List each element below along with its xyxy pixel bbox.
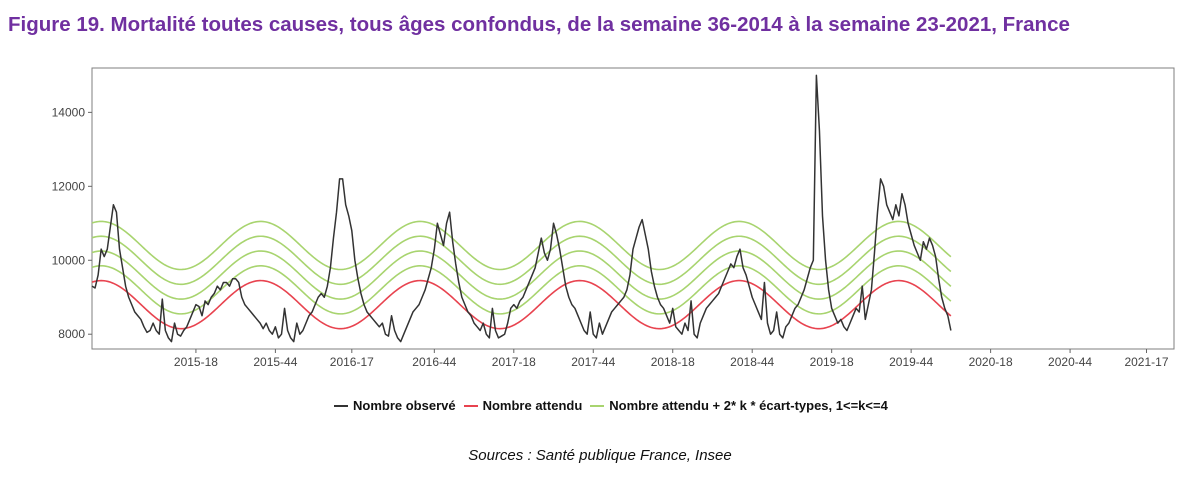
legend-swatch-observed: [334, 404, 348, 407]
threshold-line-k1: [91, 265, 952, 315]
legend-swatch-thresholds: [590, 404, 605, 407]
x-tick-label: 2019-18: [810, 355, 854, 369]
y-tick-label: 10000: [52, 253, 86, 267]
x-tick-label: 2016-17: [330, 355, 374, 369]
y-tick-label: 12000: [52, 179, 86, 193]
legend-label-thresholds: Nombre attendu + 2* k * écart-types, 1<=…: [609, 398, 888, 413]
legend-label-observed: Nombre observé: [353, 398, 456, 413]
x-tick-label: 2020-18: [969, 355, 1013, 369]
observed-line: [91, 74, 952, 343]
x-tick-label: 2019-44: [889, 355, 933, 369]
sources-note: Sources : Santé publique France, Insee: [468, 447, 732, 464]
x-tick-label: 2015-44: [253, 355, 297, 369]
legend-item-thresholds: Nombre attendu + 2* k * écart-types, 1<=…: [590, 398, 888, 413]
x-tick-label: 2020-44: [1048, 355, 1092, 369]
x-tick-label: 2018-18: [651, 355, 695, 369]
legend-item-observed: Nombre observé: [334, 398, 456, 413]
figure-title: Figure 19. Mortalité toutes causes, tous…: [8, 13, 1070, 36]
x-tick-label: 2018-44: [730, 355, 774, 369]
plot-panel: [91, 67, 1175, 350]
x-tick-label: 2016-44: [412, 355, 456, 369]
legend-swatch-expected: [463, 404, 478, 407]
legend-item-expected: Nombre attendu: [463, 398, 583, 413]
expected-series-line: [91, 279, 952, 330]
threshold-line-k4: [91, 220, 952, 271]
threshold-line-k3: [91, 235, 952, 286]
x-tick-label: 2017-44: [571, 355, 615, 369]
legend-label-expected: Nombre attendu: [482, 398, 583, 413]
x-tick-label: 2021-17: [1124, 355, 1168, 369]
observed-series-line: [91, 74, 952, 343]
threshold-lines: [91, 220, 952, 315]
legend: Nombre observé Nombre attendu Nombre att…: [334, 398, 896, 413]
y-axis: 8000 10000 12000 14000: [52, 105, 92, 341]
expected-line: [91, 279, 952, 330]
y-tick-label: 14000: [52, 105, 86, 119]
y-tick-label: 8000: [58, 327, 85, 341]
threshold-line-k2: [91, 250, 952, 300]
x-tick-label: 2017-18: [492, 355, 536, 369]
x-tick-label: 2015-18: [174, 355, 218, 369]
x-axis: 2015-18 2015-44 2016-17 2016-44 2017-18 2017-…: [174, 349, 1169, 369]
